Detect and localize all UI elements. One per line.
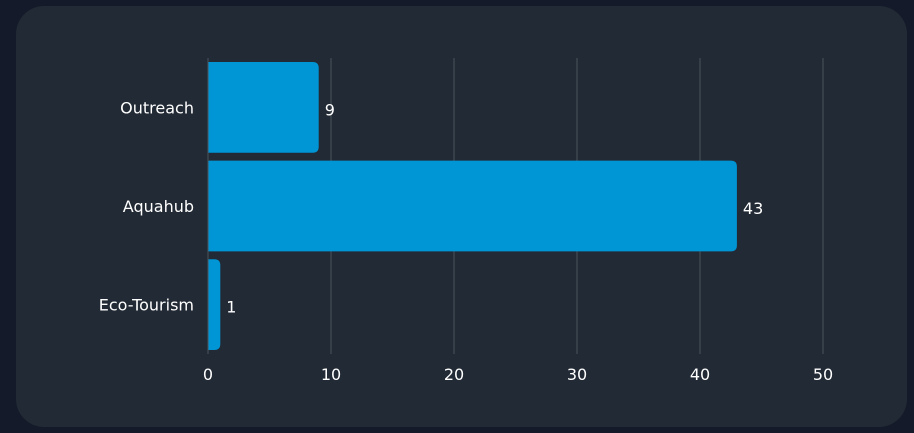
data-label-eco-tourism: 1 (226, 298, 236, 317)
x-tick-label-0: 0 (203, 365, 213, 384)
category-label-eco-tourism: Eco-Tourism (99, 296, 194, 315)
bar-outreach (208, 61, 319, 153)
x-tick-label-20: 20 (444, 365, 464, 384)
x-tick-label-30: 30 (567, 365, 587, 384)
bar-aquahub (208, 160, 737, 252)
bars (208, 61, 737, 351)
x-tick-label-50: 50 (813, 365, 833, 384)
labels: 0 10 20 30 40 50 Outreach 9 Aquahub 43 Eco-Tourism… (99, 98, 833, 384)
bar-eco-tourism (208, 259, 221, 351)
category-label-aquahub: Aquahub (123, 197, 194, 216)
x-tick-label-40: 40 (690, 365, 710, 384)
data-label-outreach: 9 (325, 100, 335, 119)
x-tick-label-10: 10 (321, 365, 341, 384)
category-label-outreach: Outreach (120, 98, 194, 117)
data-label-aquahub: 43 (743, 199, 763, 218)
